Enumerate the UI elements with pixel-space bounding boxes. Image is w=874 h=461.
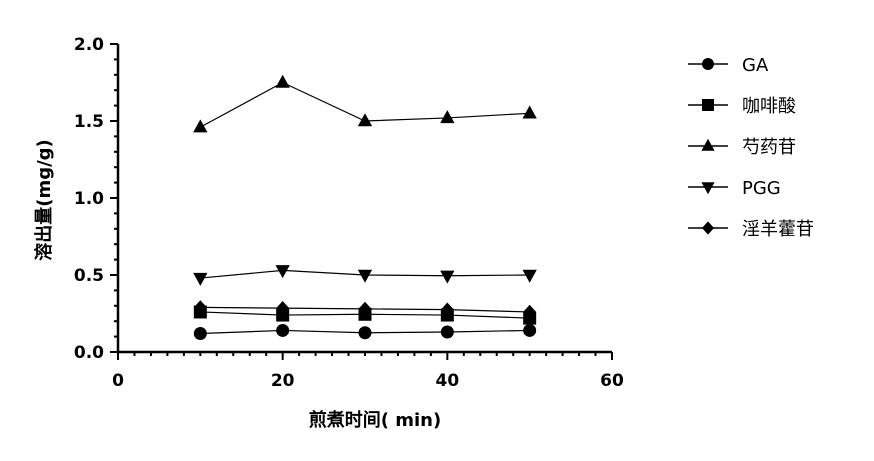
y-tick-label: 2.0	[74, 35, 104, 55]
legend-marker	[702, 99, 714, 111]
y-tick-label: 1.0	[74, 189, 104, 209]
legend-label: 淫羊藿苷	[742, 219, 814, 240]
legend-label: 咖啡酸	[742, 96, 796, 117]
y-tick-label: 0.5	[74, 266, 104, 286]
data-point	[276, 300, 290, 316]
legend-marker	[702, 58, 714, 70]
legend-marker	[701, 182, 715, 195]
data-point	[276, 323, 290, 337]
data-point	[522, 269, 537, 283]
data-point	[193, 119, 208, 133]
x-tick-label: 20	[271, 371, 295, 391]
data-point	[440, 270, 455, 284]
x-axis-title: 煎煮时间( min)	[309, 409, 441, 431]
data-point	[193, 327, 207, 341]
y-tick-label: 1.5	[74, 112, 104, 132]
y-tick-label: 0.0	[74, 343, 104, 363]
data-point	[523, 304, 537, 320]
data-point	[275, 74, 290, 88]
data-point	[440, 110, 455, 124]
data-point	[440, 325, 454, 339]
data-point	[440, 302, 454, 317]
x-tick-label: 40	[435, 371, 459, 391]
legend-marker	[701, 138, 715, 151]
data-point	[358, 301, 372, 317]
data-point	[357, 113, 373, 127]
data-point	[193, 272, 208, 286]
y-axis-title: 溶出量(mg/g)	[33, 139, 55, 261]
data-point	[193, 300, 207, 315]
data-point	[522, 105, 537, 119]
x-tick-label: 0	[112, 371, 124, 391]
x-tick-label: 60	[600, 371, 624, 391]
legend-label: PGG	[742, 178, 781, 199]
legend-label: GA	[742, 55, 769, 76]
legend-label: 芍药苷	[742, 137, 796, 158]
data-point	[275, 265, 290, 279]
data-point	[357, 269, 373, 283]
data-point	[358, 326, 372, 340]
legend-marker	[702, 221, 714, 235]
data-point	[523, 323, 537, 337]
